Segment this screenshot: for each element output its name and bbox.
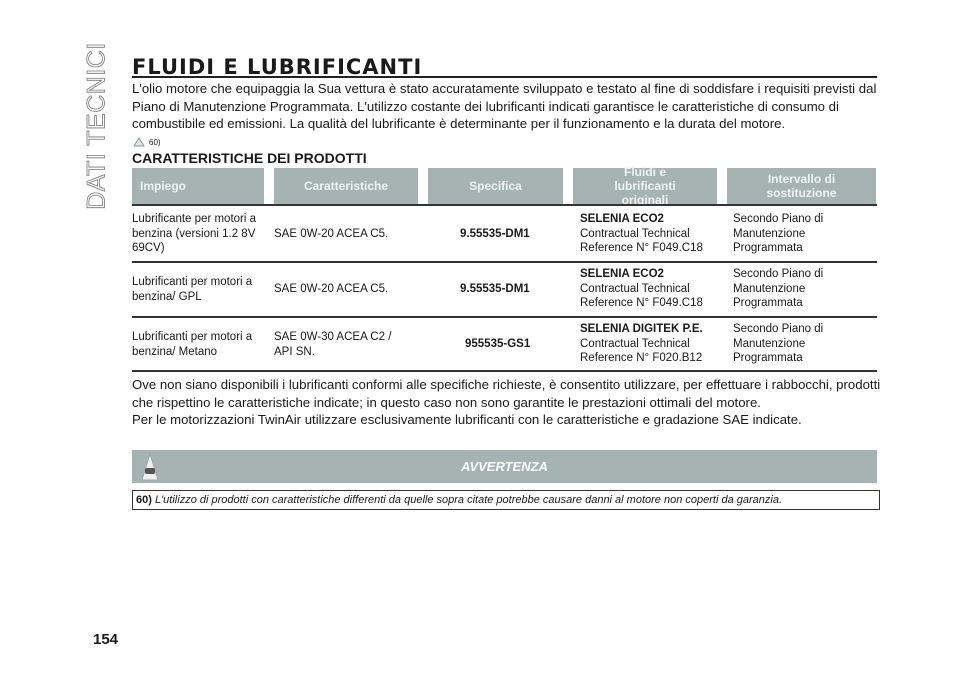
outro-paragraph: Ove non siano disponibili i lubrificanti… xyxy=(132,377,881,410)
header-specifica: Specifica xyxy=(428,168,563,204)
warning-triangle-icon xyxy=(133,137,145,147)
section-subtitle: CARATTERISTICHE DEI PRODOTTI xyxy=(132,150,367,166)
header-caratteristiche: Caratteristiche xyxy=(274,168,418,204)
intro-paragraph: L'olio motore che equipaggia la Sua vett… xyxy=(132,81,877,131)
warning-banner: AVVERTENZA xyxy=(132,450,877,483)
row-divider xyxy=(132,316,877,318)
row-divider xyxy=(132,261,877,263)
page-number: 154 xyxy=(93,631,119,648)
header-intervallo: Intervallo di sostituzione xyxy=(727,168,876,204)
warning-note: 60) L'utilizzo di prodotti con caratteri… xyxy=(132,490,880,510)
section-side-label: DATI TECNICI xyxy=(82,41,111,210)
table-rule xyxy=(132,204,877,206)
warning-car-icon xyxy=(141,453,159,481)
header-impiego: Impiego xyxy=(132,168,264,204)
header-fluidi: Fluidi e lubrificanti originali xyxy=(573,165,717,207)
table-rule xyxy=(132,370,877,372)
page-title: FLUIDI E LUBRIFICANTI xyxy=(132,55,423,79)
twinair-paragraph: Per le motorizzazioni TwinAir utilizzare… xyxy=(132,412,802,427)
warning-reference[interactable]: 60) xyxy=(133,137,161,147)
warning-title: AVVERTENZA xyxy=(461,459,548,474)
title-rule xyxy=(132,76,877,78)
